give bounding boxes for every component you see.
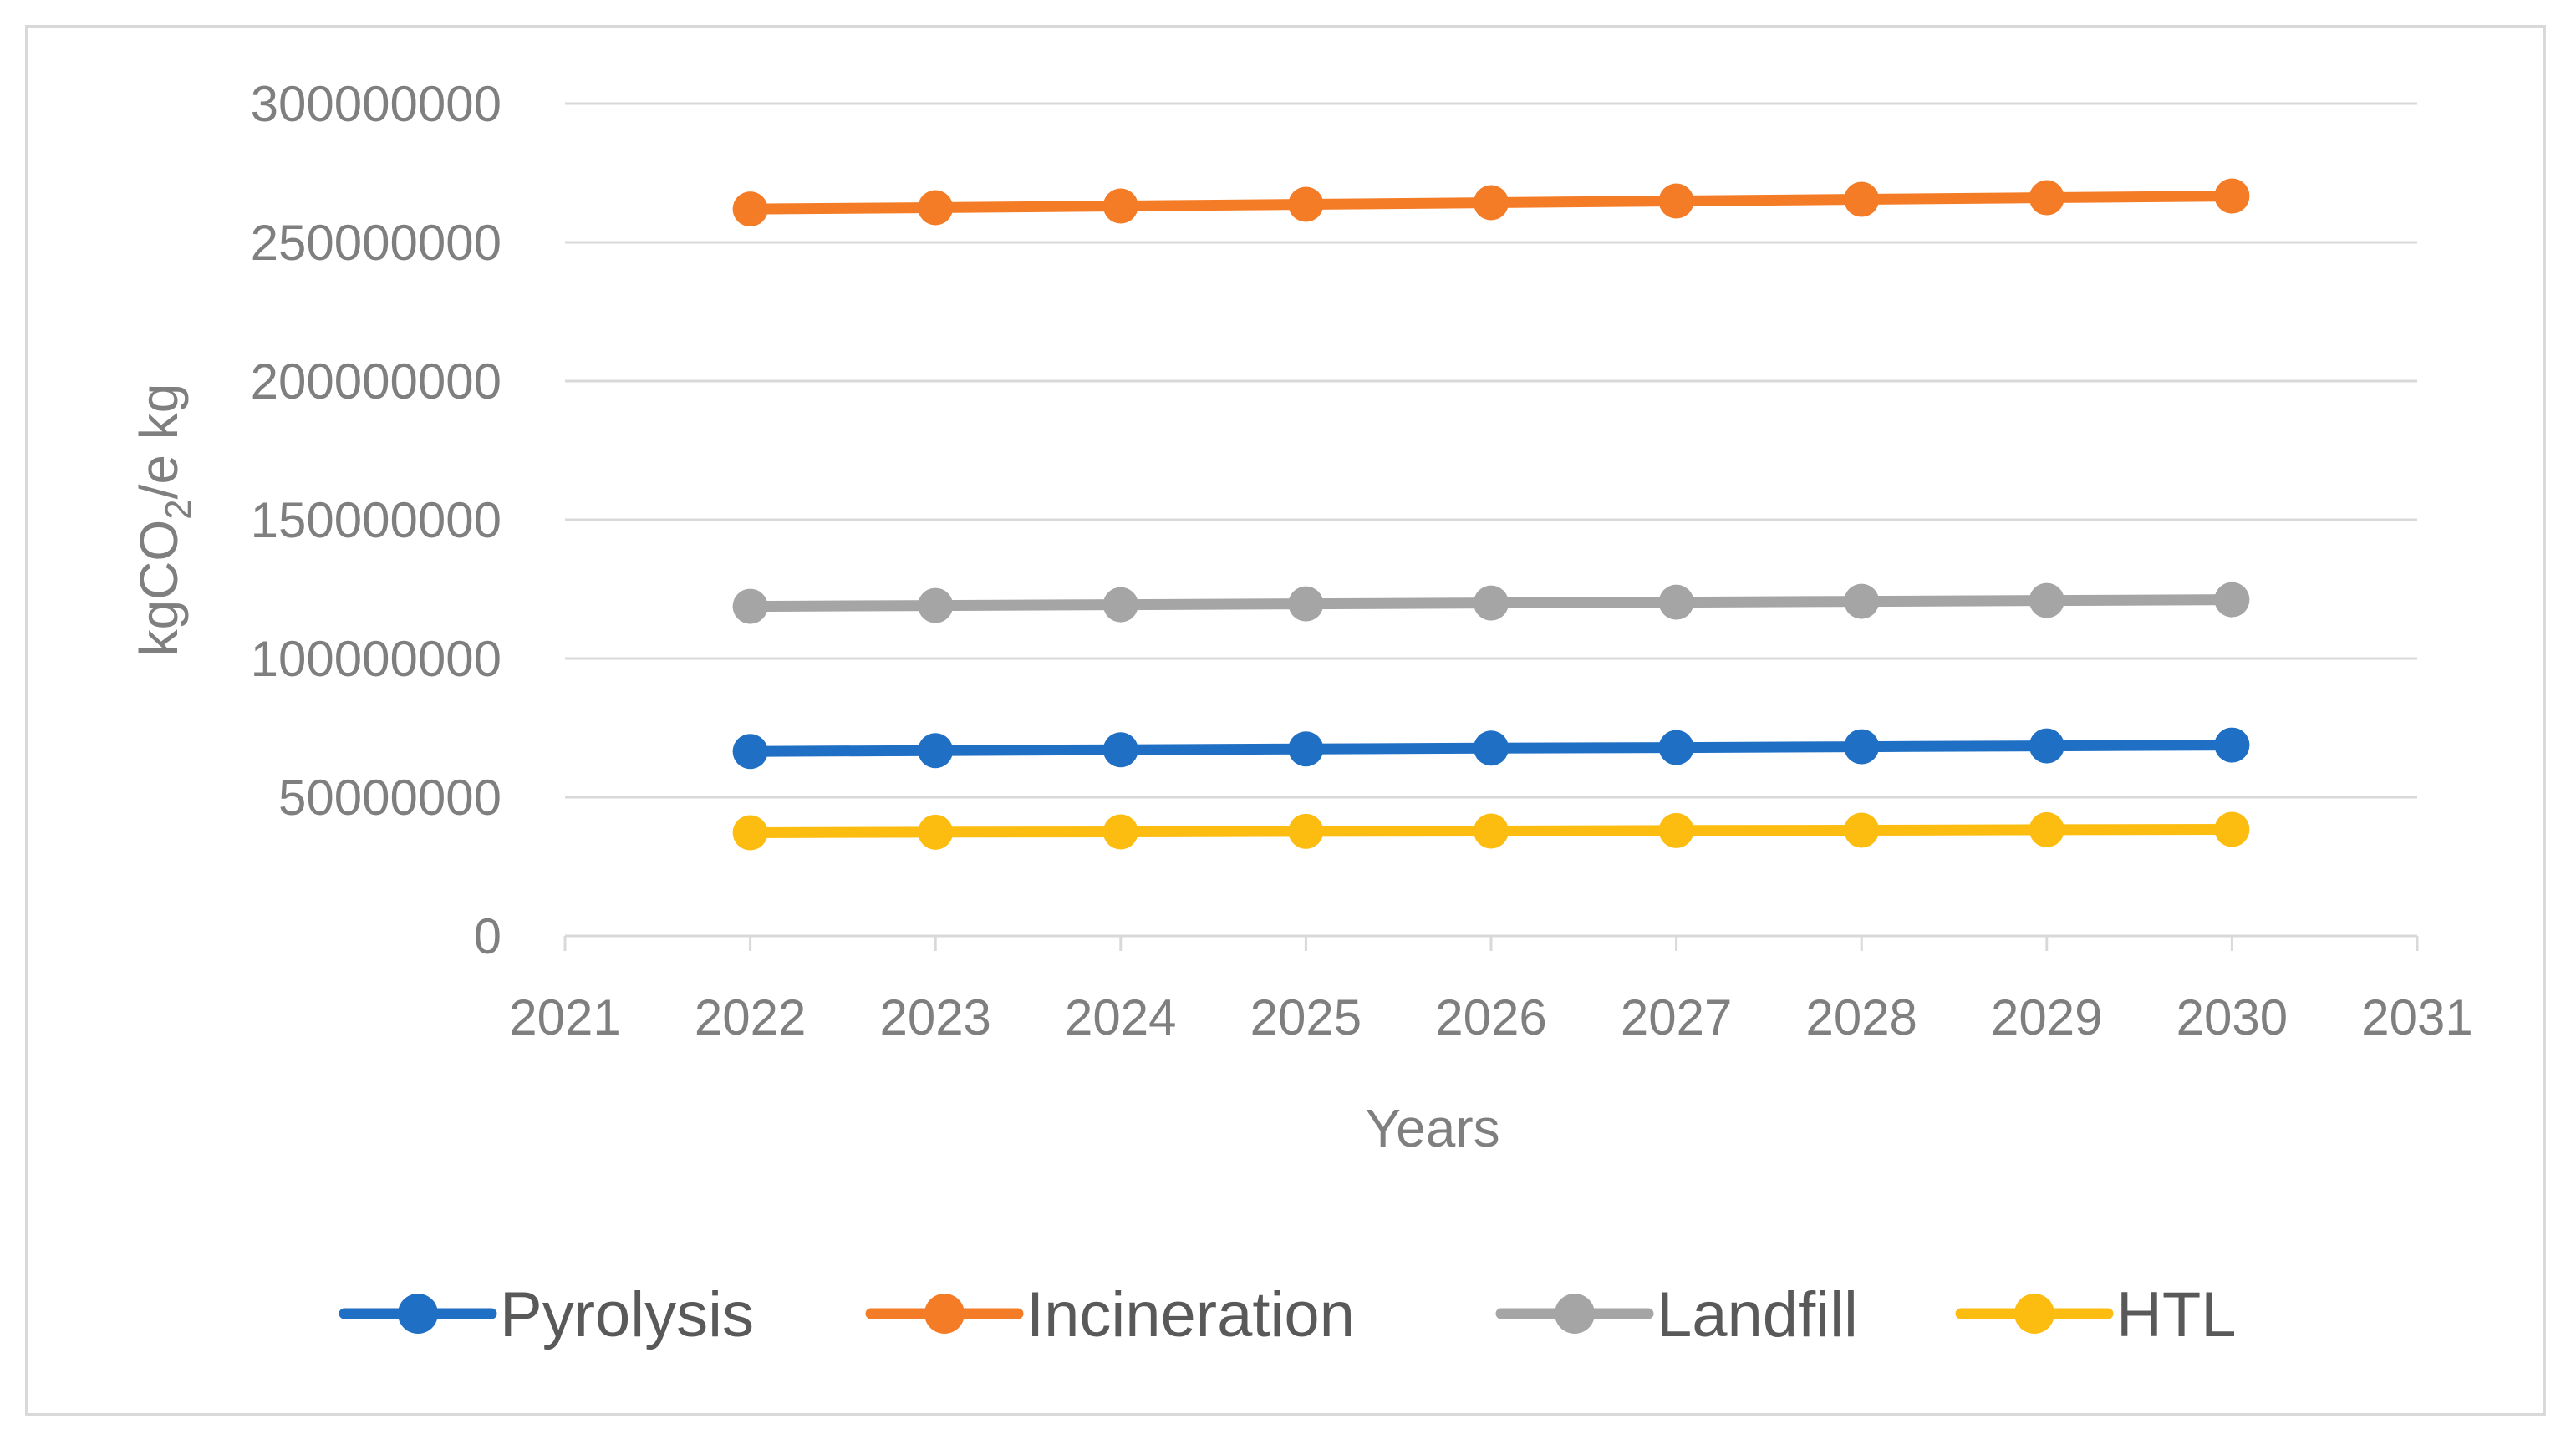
data-point bbox=[2214, 727, 2250, 763]
y-tick-label: 150000000 bbox=[251, 492, 501, 548]
x-axis-ticks: 2021 2022 2023 2024 2025 2026 2027 2028 2029 2030… bbox=[509, 936, 2473, 1045]
x-tick-label: 2026 bbox=[1435, 989, 1546, 1045]
data-point bbox=[1474, 185, 1509, 221]
data-point bbox=[2029, 180, 2064, 216]
data-point bbox=[1474, 585, 1509, 621]
series bbox=[732, 178, 2250, 851]
y-tick-label: 50000000 bbox=[278, 770, 501, 826]
data-point bbox=[2214, 582, 2250, 618]
legend-marker bbox=[1555, 1294, 1595, 1334]
legend-item-htl: HTL bbox=[1955, 1279, 2237, 1350]
legend-marker bbox=[2014, 1294, 2054, 1334]
y-axis-ticks: 0 50000000 100000000 150000000 200000000 2500… bbox=[251, 76, 501, 964]
data-point bbox=[1844, 812, 1880, 848]
legend-label: Landfill bbox=[1657, 1279, 1858, 1350]
data-point bbox=[2029, 728, 2064, 764]
data-point bbox=[732, 588, 768, 624]
x-tick-label: 2024 bbox=[1065, 989, 1176, 1045]
data-point bbox=[1844, 181, 1880, 217]
y-axis-title: kgCO2/e kg bbox=[129, 384, 199, 657]
y-tick-label: 0 bbox=[474, 908, 501, 964]
legend-item-pyrolysis: Pyrolysis bbox=[339, 1279, 754, 1350]
x-tick-label: 2025 bbox=[1250, 989, 1362, 1045]
y-tick-label: 200000000 bbox=[251, 353, 501, 409]
legend-item-landfill: Landfill bbox=[1495, 1279, 1858, 1350]
data-point bbox=[1658, 730, 1694, 765]
data-point bbox=[1658, 183, 1694, 219]
data-point bbox=[1474, 730, 1509, 766]
data-point bbox=[1102, 188, 1138, 224]
data-point bbox=[1288, 586, 1324, 622]
data-point bbox=[732, 734, 768, 770]
x-tick-label: 2027 bbox=[1621, 989, 1732, 1045]
y-tick-label: 100000000 bbox=[251, 631, 501, 687]
series-incineration bbox=[732, 178, 2250, 227]
data-point bbox=[1102, 732, 1138, 768]
series-htl bbox=[732, 811, 2250, 851]
data-point bbox=[2029, 582, 2064, 618]
x-tick-label: 2030 bbox=[2176, 989, 2288, 1045]
data-point bbox=[1658, 584, 1694, 620]
legend: Pyrolysis Incineration Landfill HTL bbox=[339, 1279, 2237, 1350]
x-tick-label: 2023 bbox=[879, 989, 990, 1045]
data-point bbox=[1658, 812, 1694, 848]
data-point bbox=[1844, 729, 1880, 765]
data-point bbox=[2214, 811, 2250, 847]
data-point bbox=[918, 587, 954, 623]
x-tick-label: 2029 bbox=[1991, 989, 2102, 1045]
data-point bbox=[1288, 186, 1324, 222]
x-axis-title: Years bbox=[1365, 1098, 1499, 1158]
gridlines bbox=[565, 102, 2417, 799]
data-point bbox=[918, 814, 954, 850]
x-tick-label: 2031 bbox=[2361, 989, 2472, 1045]
data-point bbox=[1844, 583, 1880, 619]
data-point bbox=[918, 190, 954, 226]
data-point bbox=[918, 733, 954, 769]
legend-label: Pyrolysis bbox=[500, 1279, 754, 1350]
x-tick-label: 2028 bbox=[1805, 989, 1917, 1045]
x-tick-label: 2022 bbox=[695, 989, 806, 1045]
data-point bbox=[1102, 587, 1138, 623]
data-point bbox=[732, 815, 768, 851]
y-axis-title-suffix: /e kg bbox=[129, 384, 189, 500]
x-tick-label: 2021 bbox=[509, 989, 620, 1045]
data-point bbox=[2214, 178, 2250, 214]
data-point bbox=[732, 191, 768, 227]
chart-frame bbox=[25, 25, 2546, 1416]
legend-label: Incineration bbox=[1026, 1279, 1355, 1350]
legend-item-incineration: Incineration bbox=[865, 1279, 1355, 1350]
data-point bbox=[1288, 813, 1324, 849]
legend-marker bbox=[924, 1294, 965, 1334]
y-tick-label: 300000000 bbox=[251, 76, 501, 132]
data-point bbox=[1288, 731, 1324, 767]
y-tick-label: 250000000 bbox=[251, 215, 501, 271]
series-landfill bbox=[732, 582, 2250, 624]
series-pyrolysis bbox=[732, 727, 2250, 770]
y-axis-title-main: kgCO bbox=[129, 520, 189, 657]
legend-label: HTL bbox=[2116, 1279, 2237, 1350]
data-point bbox=[1102, 814, 1138, 850]
legend-marker bbox=[398, 1294, 438, 1334]
data-point bbox=[1474, 813, 1509, 849]
data-point bbox=[2029, 811, 2064, 847]
y-axis-title-subscript: 2 bbox=[158, 499, 199, 519]
